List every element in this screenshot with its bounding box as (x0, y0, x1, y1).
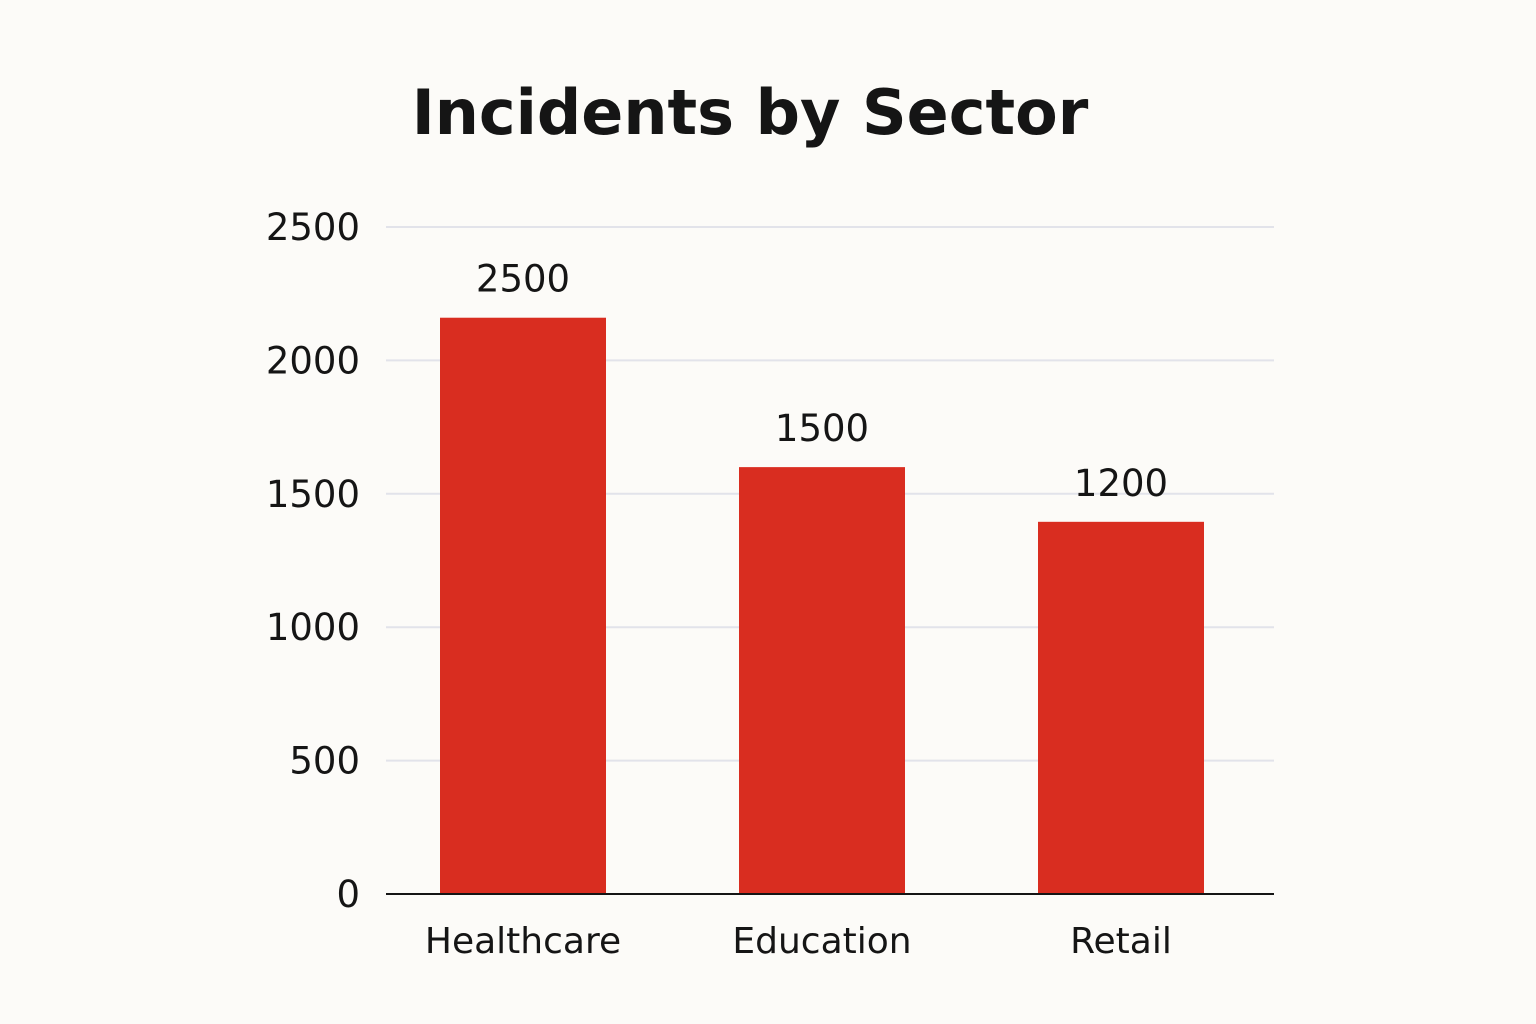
y-tick-label: 1000 (266, 606, 360, 649)
y-tick-label: 500 (289, 740, 360, 783)
y-tick-label: 2000 (266, 339, 360, 382)
bar-data-label: 2500 (476, 258, 570, 301)
y-tick-label: 1500 (266, 473, 360, 516)
labels: 0 500 1000 1500 2000 2500 2500 Healthcare 1500 Ed… (266, 206, 1172, 962)
y-tick-label: 0 (336, 873, 360, 916)
bar-data-label: 1200 (1074, 462, 1168, 505)
bar (1038, 521, 1204, 894)
bar (440, 317, 606, 894)
bar (739, 467, 905, 894)
bars (440, 317, 1204, 894)
chart-title: Incidents by Sector (412, 76, 1089, 149)
x-category-label: Retail (1070, 921, 1172, 962)
bar-data-label: 1500 (775, 407, 869, 450)
x-category-label: Healthcare (425, 921, 621, 962)
y-tick-label: 2500 (266, 206, 360, 249)
x-category-label: Education (732, 921, 911, 962)
